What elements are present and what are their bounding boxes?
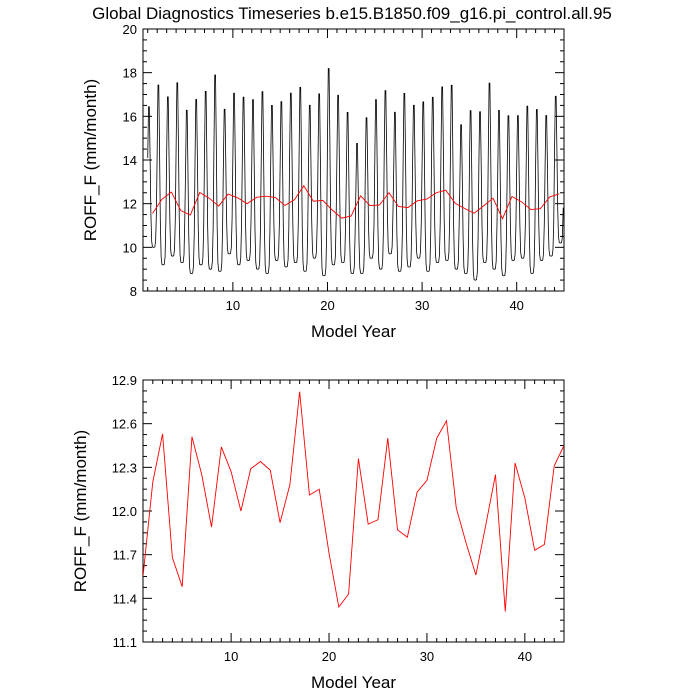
y-tick-label: 12.6 [112,417,137,432]
y-tick-label: 11.7 [113,548,137,563]
x-tick-label: 20 [320,298,334,313]
annual-mean-line [143,391,564,612]
x-tick-label: 20 [322,649,336,664]
y-tick-label: 20 [123,22,137,37]
y-axis-label: ROFF_F (mm/month) [71,430,90,592]
y-tick-label: 18 [123,66,137,81]
bottom-panel: 10 20 30 40 11.1 11.4 11.7 12.0 12.3 12.6 12.9 Mode… [71,373,565,692]
y-tick-label: 12 [123,197,137,212]
x-tick-label: 10 [226,298,240,313]
figure-title: Global Diagnostics Timeseries b.e15.B185… [92,4,612,23]
y-tick-label: 8 [130,284,137,299]
y-tick-label: 12.0 [112,504,137,519]
y-tick-label: 14 [123,153,137,168]
y-axis-label: ROFF_F (mm/month) [81,79,100,241]
y-tick-label: 12.9 [112,373,137,388]
y-tick-label: 12.3 [112,460,137,475]
y-tick-label: 10 [123,240,137,255]
y-tick-label: 16 [123,109,137,124]
y-tick-label: 11.1 [113,635,137,650]
x-tick-label: 30 [420,649,434,664]
top-panel: 10 20 30 40 8 10 12 14 16 18 20 Model Year ROFF_F (m… [81,22,565,341]
x-tick-label: 10 [224,649,238,664]
x-axis-label: Model Year [311,322,396,341]
annual-mean-line [152,184,560,220]
x-tick-label: 30 [415,298,429,313]
monthly-series-line [147,68,564,281]
x-tick-label: 40 [509,298,523,313]
y-tick-label: 11.4 [113,591,137,606]
x-tick-label: 40 [518,649,532,664]
x-axis-label: Model Year [311,673,396,692]
